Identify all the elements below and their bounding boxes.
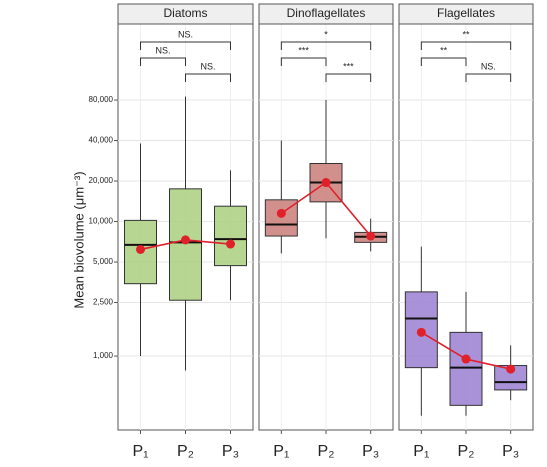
- y-axis-label: Mean biovolume (μm⁻³): [71, 171, 86, 308]
- y-tick-label: 20,000: [89, 176, 114, 185]
- significance-label: ***: [298, 45, 309, 55]
- x-tick-label: P₂: [458, 443, 475, 460]
- y-tick-label: 1,000: [93, 351, 114, 360]
- mean-line: [325, 181, 372, 237]
- y-tick-label: 80,000: [89, 95, 114, 104]
- panel-title: Dinoflagellates: [287, 6, 366, 20]
- mean-line: [140, 239, 186, 251]
- significance-bracket: [465, 73, 512, 82]
- strip: [117, 3, 254, 25]
- mean-point: [136, 244, 145, 254]
- significance-bracket: [280, 57, 327, 66]
- significance-bracket: [420, 41, 512, 50]
- significance-label: NS.: [178, 29, 193, 39]
- x-tick-label: P₃: [502, 443, 519, 460]
- panel-title: Diatoms: [163, 6, 207, 20]
- mean-point: [461, 354, 471, 364]
- significance-bracket: [140, 57, 186, 66]
- mean-point: [321, 178, 331, 188]
- mean-line: [185, 239, 231, 245]
- x-tick-label: P₁: [273, 443, 289, 460]
- significance-label: **: [440, 45, 448, 55]
- box: [404, 291, 438, 369]
- box: [124, 219, 157, 285]
- x-tick-label: P₃: [362, 443, 379, 460]
- significance-label: ***: [343, 61, 354, 71]
- mean-point: [506, 364, 516, 374]
- y-tick-label: 40,000: [89, 136, 114, 145]
- significance-label: NS.: [200, 61, 215, 71]
- y-tick-label: 2,500: [93, 298, 114, 307]
- significance-label: *: [324, 29, 328, 39]
- y-tick-label: 10,000: [89, 217, 114, 226]
- y-tick-label: 5,000: [93, 257, 114, 266]
- significance-bracket: [325, 73, 372, 82]
- mean-point: [366, 231, 376, 241]
- strip: [398, 3, 534, 25]
- mean-line: [465, 358, 511, 370]
- mean-point: [416, 327, 426, 337]
- x-tick-label: P₁: [132, 443, 148, 460]
- significance-bracket: [280, 41, 372, 50]
- mean-point: [181, 235, 190, 245]
- panel-title: Flagellates: [437, 6, 495, 20]
- box: [214, 205, 247, 267]
- mean-line: [420, 331, 467, 360]
- significance-bracket: [140, 41, 231, 50]
- significance-label: NS.: [155, 45, 170, 55]
- x-tick-label: P₃: [222, 443, 239, 460]
- significance-bracket: [185, 73, 231, 82]
- x-tick-label: P₂: [318, 443, 335, 460]
- significance-label: **: [462, 29, 470, 39]
- mean-point: [226, 239, 235, 249]
- x-tick-label: P₂: [177, 443, 194, 460]
- mean-line: [280, 181, 327, 215]
- box: [169, 188, 202, 301]
- mean-point: [276, 208, 286, 218]
- strip: [258, 3, 394, 25]
- x-tick-label: P₁: [413, 443, 429, 460]
- significance-bracket: [420, 57, 467, 66]
- box: [449, 331, 483, 406]
- significance-label: NS.: [481, 61, 496, 71]
